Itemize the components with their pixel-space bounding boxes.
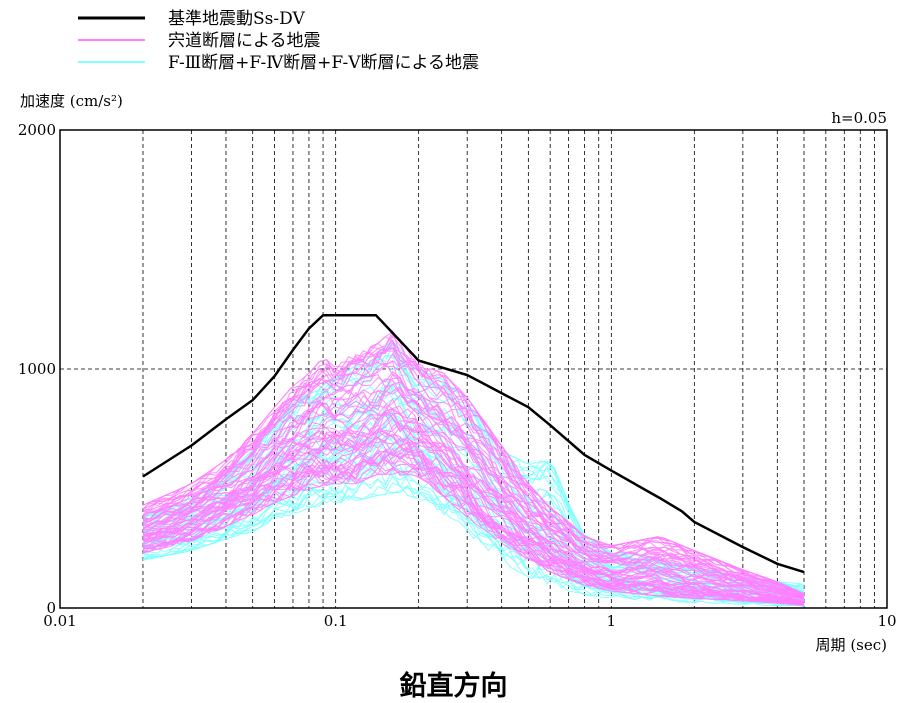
y-tick-label: 2000 <box>18 121 56 139</box>
grid <box>60 130 887 608</box>
spectrum-curve <box>142 435 805 602</box>
spectrum-curve <box>142 387 805 600</box>
x-tick-label: 1 <box>607 612 617 630</box>
y-tick-label: 1000 <box>18 360 56 378</box>
spectrum-curve <box>142 381 805 599</box>
x-tick-label: 0.1 <box>324 612 348 630</box>
spectrum-curve <box>142 354 805 599</box>
y-tick-label: 0 <box>46 599 56 617</box>
spectrum-curve <box>142 435 805 602</box>
series-band-shinji-fault <box>142 330 805 607</box>
spectrum-curve <box>142 467 805 605</box>
spectrum-curve <box>142 348 805 598</box>
legend: 基準地震動Ss-DV 宍道断層による地震 F-Ⅲ断層+F-Ⅳ断層+F-Ⅴ断層によ… <box>78 9 479 73</box>
spectrum-curve <box>142 484 805 607</box>
tick-labels: 0.01 0.1 1 10 0 1000 2000 <box>18 121 897 630</box>
spectrum-curve <box>142 459 805 607</box>
spectrum-curve <box>142 398 805 605</box>
x-tick-label: 0.01 <box>43 612 76 630</box>
spectrum-curve <box>142 342 805 598</box>
spectrum-curve <box>142 362 805 596</box>
figure-caption: 鉛直方向 <box>399 671 508 702</box>
x-tick-label: 10 <box>877 612 896 630</box>
series-line-ss-dv <box>142 313 805 574</box>
damping-annotation: h=0.05 <box>831 109 887 127</box>
spectrum-curve <box>142 330 805 595</box>
spectrum-curve <box>142 429 805 604</box>
spectrum-curve <box>142 482 805 604</box>
spectrum-curve <box>142 394 805 598</box>
legend-label-2: F-Ⅲ断層+F-Ⅳ断層+F-Ⅴ断層による地震 <box>168 53 479 73</box>
legend-label-0: 基準地震動Ss-DV <box>168 9 305 29</box>
legend-label-1: 宍道断層による地震 <box>168 31 321 51</box>
x-axis-label: 周期 (sec) <box>816 636 887 654</box>
spectrum-curve <box>142 430 805 604</box>
ss-dv-line <box>142 313 805 574</box>
spectrum-curve <box>142 408 805 602</box>
spectrum-curve <box>142 365 805 596</box>
spectrum-curve <box>142 431 805 600</box>
spectrum-curve <box>142 351 805 596</box>
plot-frame <box>59 129 888 609</box>
spectrum-curve <box>142 347 805 596</box>
spectrum-curve <box>142 361 805 588</box>
spectrum-curve <box>142 437 805 603</box>
y-axis-label: 加速度 (cm/s²) <box>20 92 123 110</box>
